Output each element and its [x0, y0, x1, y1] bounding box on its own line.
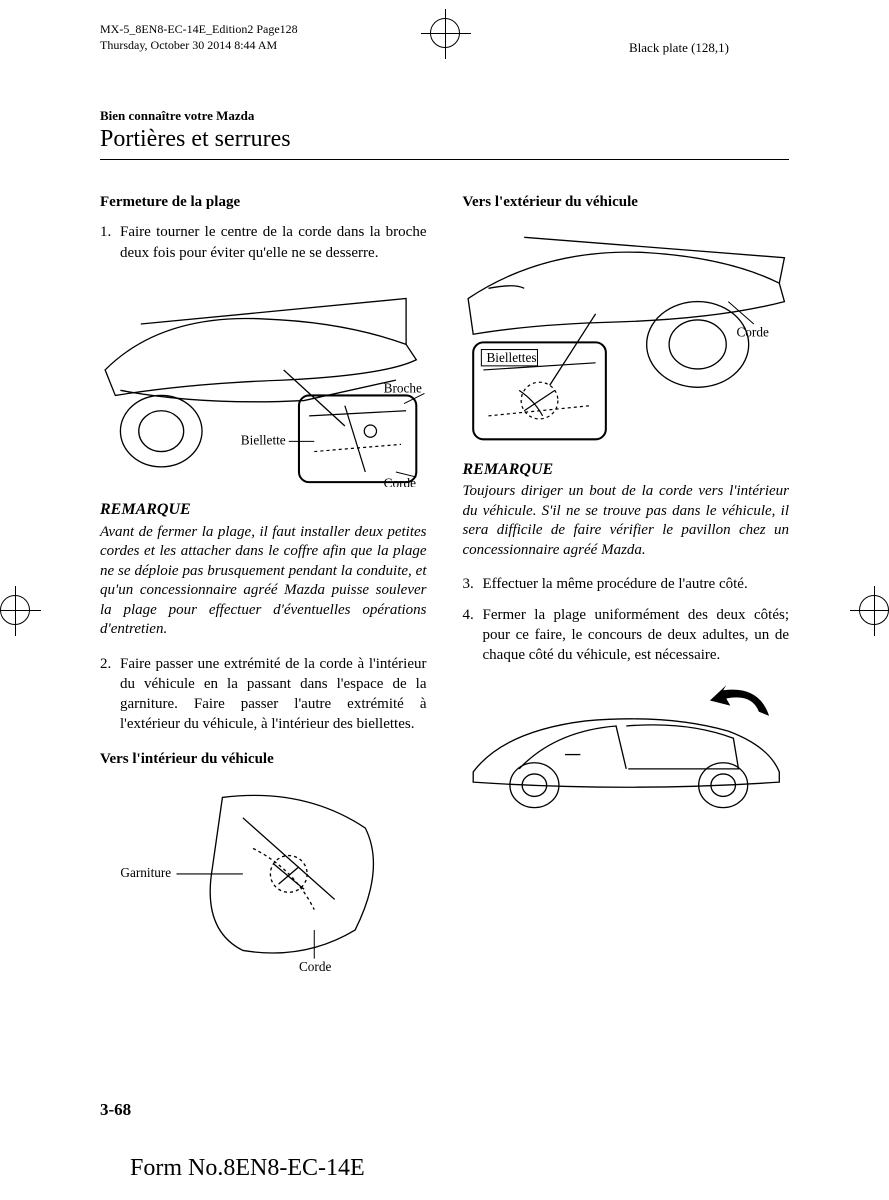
print-metadata: MX-5_8EN8-EC-14E_Edition2 Page128 Thursd…: [100, 22, 298, 53]
list-item: 3. Effectuer la même procédure de l'autr…: [463, 574, 790, 594]
doc-ref: MX-5_8EN8-EC-14E_Edition2 Page128: [100, 22, 298, 38]
step-text: Fermer la plage uniformément des deux cô…: [483, 605, 790, 666]
note-heading: REMARQUE: [463, 459, 790, 481]
figure-label: Corde: [299, 959, 332, 971]
right-column: Vers l'extérieur du véhicule: [463, 192, 790, 983]
list-item: 1. Faire tourner le centre de la corde d…: [100, 222, 427, 263]
subheading: Fermeture de la plage: [100, 192, 427, 212]
step-text: Faire tourner le centre de la corde dans…: [120, 222, 427, 263]
step-number: 3.: [463, 574, 483, 594]
registration-mark-icon: [859, 595, 889, 625]
figure-label: Corde: [384, 475, 417, 487]
page-content: Bien connaître votre Mazda Portières et …: [100, 108, 789, 983]
step-number: 2.: [100, 654, 120, 735]
page-number: 3-68: [100, 1100, 131, 1120]
chapter-label: Bien connaître votre Mazda: [100, 108, 789, 124]
figure-label: Broche: [384, 380, 422, 395]
black-plate-label: Black plate (128,1): [629, 40, 729, 56]
step-number: 4.: [463, 605, 483, 666]
step-text: Effectuer la même procédure de l'autre c…: [483, 574, 790, 594]
subheading: Vers l'extérieur du véhicule: [463, 192, 790, 212]
step-text: Faire passer une extrémité de la corde à…: [120, 654, 427, 735]
list-item: 2. Faire passer une extrémité de la cord…: [100, 654, 427, 735]
registration-mark-icon: [0, 595, 30, 625]
page-title: Portières et serrures: [100, 126, 789, 153]
figure-exterior-cord: Biellettes Corde: [463, 222, 790, 446]
note-body: Avant de fermer la plage, il faut instal…: [100, 523, 427, 640]
form-number: Form No.8EN8-EC-14E: [130, 1155, 365, 1182]
list-item: 4. Fermer la plage uniformément des deux…: [463, 605, 790, 666]
note-heading: REMARQUE: [100, 499, 427, 521]
subheading: Vers l'intérieur du véhicule: [100, 749, 427, 769]
title-rule: [100, 159, 789, 160]
figure-label: Biellette: [241, 432, 286, 447]
left-column: Fermeture de la plage 1. Faire tourner l…: [100, 192, 427, 983]
step-number: 1.: [100, 222, 120, 263]
figure-label: Corde: [736, 325, 769, 340]
figure-interior-cord: Garniture Corde: [100, 777, 427, 971]
figure-label: Biellettes: [486, 350, 536, 365]
figure-label: Garniture: [120, 865, 171, 880]
registration-mark-icon: [430, 18, 460, 48]
figure-car-side-closing: [463, 675, 790, 818]
note-body: Toujours diriger un bout de la corde ver…: [463, 482, 790, 560]
doc-timestamp: Thursday, October 30 2014 8:44 AM: [100, 38, 298, 54]
figure-car-rear-cord: Broche Biellette Corde: [100, 273, 427, 487]
